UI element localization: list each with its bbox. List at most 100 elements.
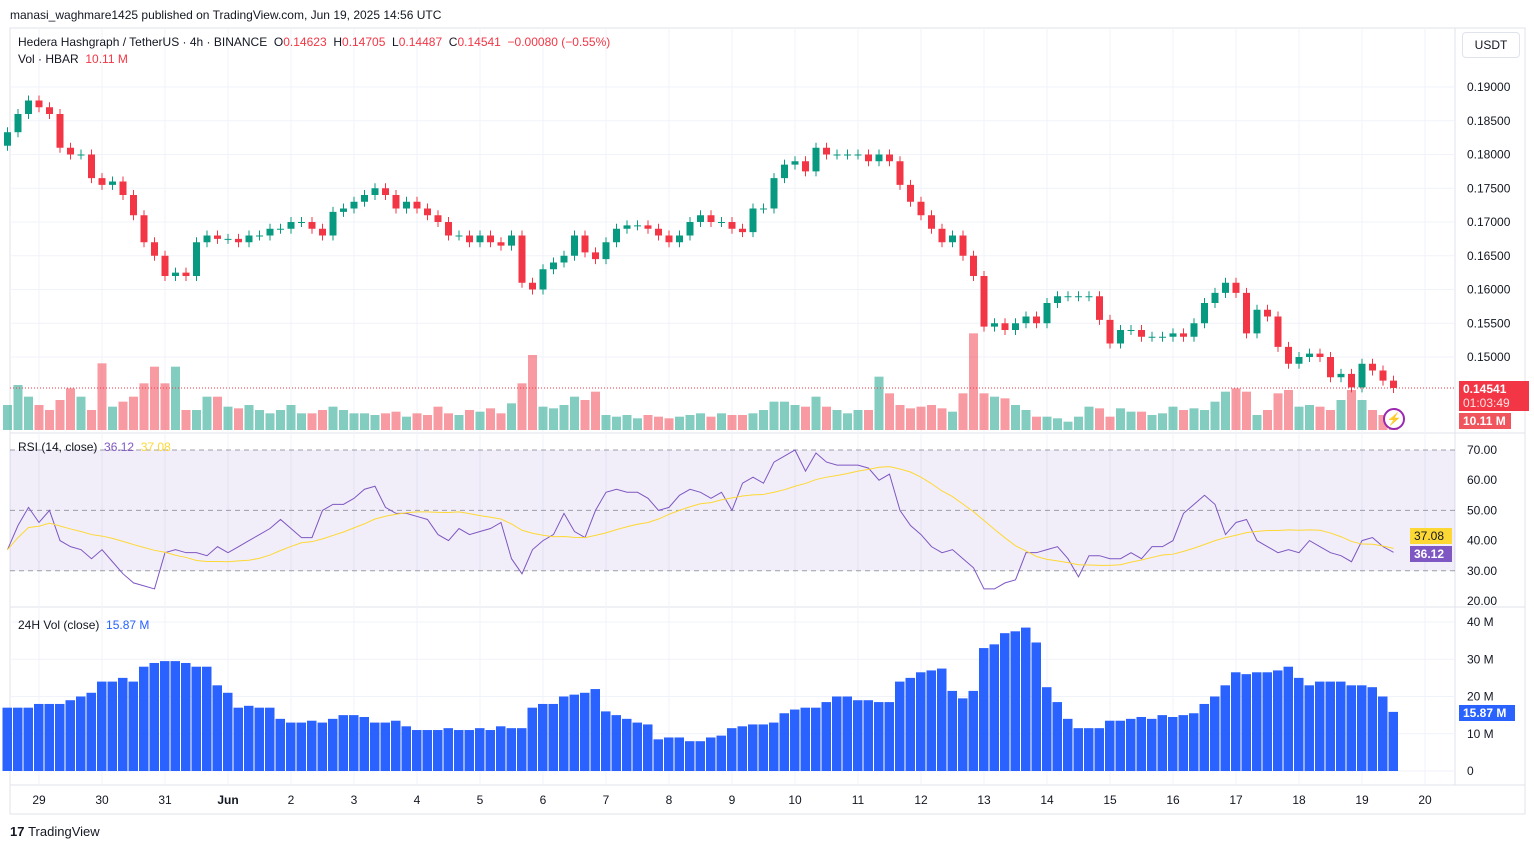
rsi-value: 36.12	[104, 440, 135, 454]
vol24-bar	[643, 724, 653, 771]
candle-body	[592, 252, 599, 260]
volume-bar	[129, 396, 138, 430]
vol24-bar	[548, 703, 558, 771]
candle-body	[1138, 330, 1145, 337]
vol24-bar	[76, 696, 86, 771]
vol24-bar	[1063, 718, 1073, 771]
candle-body	[172, 272, 179, 276]
price-tick-label: 0.19000	[1467, 80, 1511, 94]
volume-bar	[528, 355, 537, 430]
candle-body	[4, 132, 11, 146]
vol24-bar	[1304, 685, 1314, 771]
candle-body	[224, 238, 232, 240]
vol24-bar	[1084, 728, 1094, 771]
vol24-bar	[1031, 642, 1041, 771]
volume-bar	[444, 413, 453, 430]
candle-body	[1054, 296, 1061, 303]
currency-button[interactable]: USDT	[1462, 32, 1520, 58]
candle-body	[203, 235, 211, 243]
candle-body	[1211, 292, 1219, 303]
candle-body	[350, 201, 358, 209]
volume-bar	[24, 396, 33, 430]
volume-bar	[727, 415, 737, 430]
volume-bar	[1011, 405, 1020, 430]
volume-bar	[1137, 411, 1146, 430]
volume-bar	[76, 396, 86, 430]
candle-body	[907, 184, 914, 202]
vol24-bar	[821, 702, 831, 771]
lightning-icon[interactable]: ⚡	[1383, 408, 1405, 430]
candle-body	[308, 222, 316, 229]
volume-bar	[297, 413, 306, 430]
vol24-bar	[601, 711, 611, 771]
time-tick-label: 2	[288, 793, 295, 807]
candle-body	[529, 282, 536, 290]
candle-body	[77, 154, 85, 156]
vol24-bar	[34, 703, 44, 771]
vol24-tick-label: 30 M	[1467, 652, 1494, 666]
volume-bar	[601, 415, 611, 430]
candle-body	[1390, 380, 1397, 388]
volume-bar	[97, 363, 107, 430]
tradingview-logo[interactable]: 17 TradingView	[10, 824, 100, 839]
volume-bar	[265, 413, 275, 430]
candle-body	[1358, 363, 1366, 388]
time-tick-label: 18	[1292, 793, 1306, 807]
volume-bar	[1105, 416, 1115, 430]
symbol-title[interactable]: Hedera Hashgraph / TetherUS · 4h · BINAN…	[18, 35, 268, 49]
vol24-bar	[191, 666, 201, 771]
vol24-bar	[349, 715, 359, 771]
candle-body	[781, 164, 788, 179]
vol24-bar	[1189, 713, 1199, 771]
candle-body	[623, 225, 631, 229]
volume-bar	[1336, 400, 1346, 430]
volume-bar	[1000, 398, 1010, 430]
volume-label[interactable]: Vol · HBAR	[18, 52, 79, 66]
candle-body	[1243, 292, 1250, 334]
vol24-bar	[706, 737, 716, 771]
volume-bar	[822, 406, 831, 430]
candle-body	[1285, 346, 1292, 364]
volume-bar	[580, 400, 590, 430]
vol24-label[interactable]: 24H Vol (close)	[18, 618, 100, 632]
candle-body	[392, 195, 400, 209]
volume-bar	[3, 405, 12, 430]
time-tick-label: 11	[852, 793, 865, 807]
volume-bar	[1053, 418, 1062, 430]
candle-body	[445, 222, 452, 236]
volume-bar	[790, 405, 800, 430]
candle-body	[676, 235, 683, 243]
volume-bar	[937, 408, 947, 430]
vol24-bar	[254, 707, 264, 771]
candle-body	[896, 161, 904, 185]
vol24-bar	[1042, 687, 1052, 771]
volume-bar	[234, 408, 243, 430]
volume-bar	[34, 405, 44, 430]
close-label: C	[448, 35, 458, 49]
candle-body	[476, 235, 484, 243]
rsi-label[interactable]: RSI (14, close)	[18, 440, 98, 454]
vol24-bar	[506, 728, 516, 771]
volume-bar	[1147, 415, 1157, 430]
low-label: L	[392, 35, 399, 49]
vol24-bar	[2, 707, 12, 771]
volume-bar	[958, 393, 968, 430]
time-tick-label: 31	[158, 793, 172, 807]
volume-bar	[370, 415, 380, 430]
vol24-bar	[958, 698, 968, 771]
volume-bar	[622, 415, 632, 430]
volume-bar	[433, 406, 443, 430]
high-label: H	[333, 35, 342, 49]
vol24-bar	[632, 722, 642, 771]
volume-bar	[339, 410, 348, 430]
candle-body	[1127, 330, 1135, 331]
vol24-bar	[527, 707, 537, 771]
change-value: −0.00080 (−0.55%)	[507, 35, 611, 49]
vol24-bar	[1262, 672, 1272, 771]
rsi-ma-line	[7, 466, 1394, 566]
volume-bar	[45, 410, 54, 430]
volume-bar	[559, 405, 569, 430]
vol24-bar	[800, 707, 810, 771]
